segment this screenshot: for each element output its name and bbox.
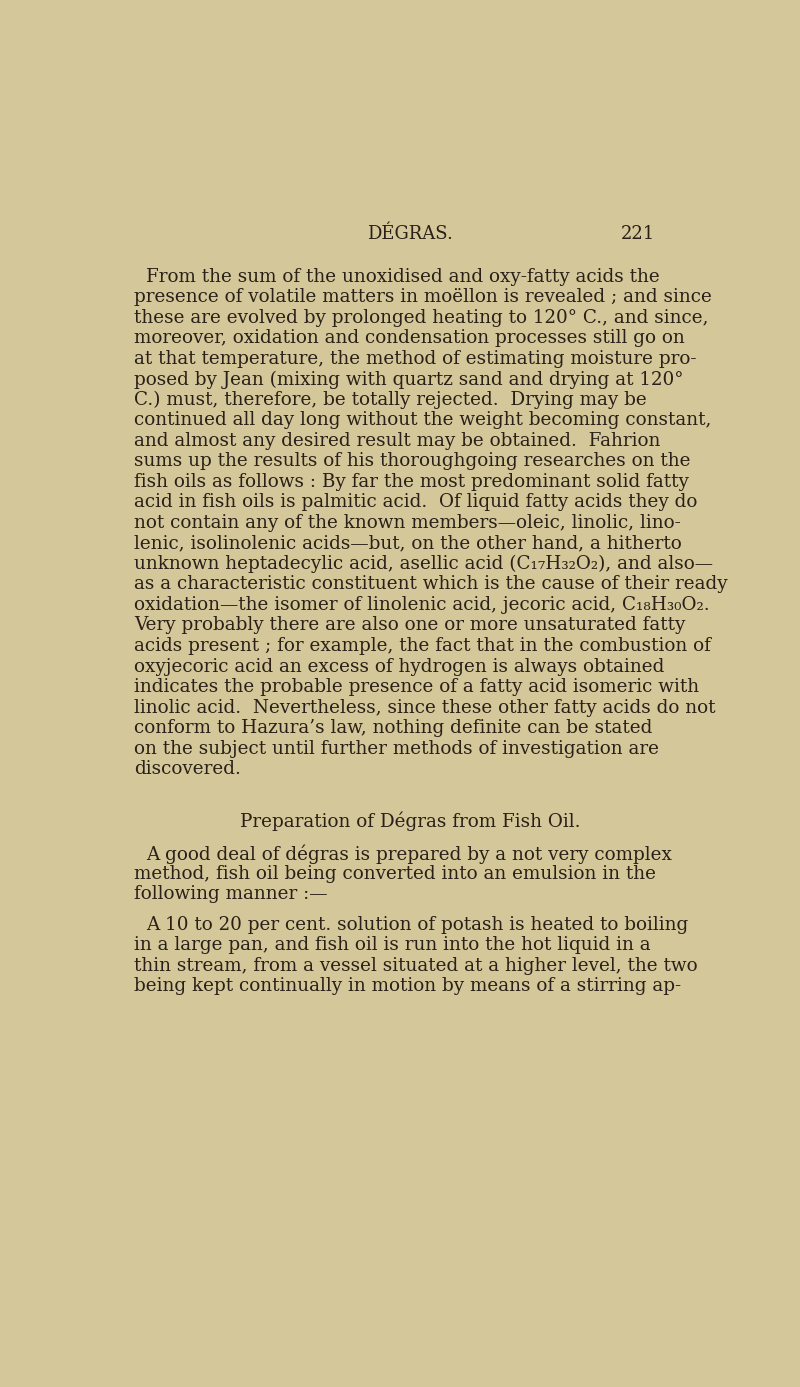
- Text: From the sum of the unoxidised and oxy-fatty acids the: From the sum of the unoxidised and oxy-f…: [146, 268, 660, 286]
- Text: acids present ; for example, the fact that in the combustion of: acids present ; for example, the fact th…: [134, 637, 711, 655]
- Text: lenic, isolinolenic acids—but, on the other hand, a hitherto: lenic, isolinolenic acids—but, on the ot…: [134, 534, 682, 552]
- Text: not contain any of the known members—oleic, linolic, lino-: not contain any of the known members—ole…: [134, 515, 681, 533]
- Text: Preparation of Dégras from Fish Oil.: Preparation of Dégras from Fish Oil.: [240, 811, 580, 831]
- Text: Very probably there are also one or more unsaturated fatty: Very probably there are also one or more…: [134, 616, 686, 634]
- Text: method, fish oil being converted into an emulsion in the: method, fish oil being converted into an…: [134, 864, 656, 882]
- Text: oxidation—the isomer of linolenic acid, jecoric acid, C₁₈H₃₀O₂.: oxidation—the isomer of linolenic acid, …: [134, 596, 710, 614]
- Text: conform to Hazura’s law, nothing definite can be stated: conform to Hazura’s law, nothing definit…: [134, 718, 653, 736]
- Text: discovered.: discovered.: [134, 760, 241, 778]
- Text: indicates the probable presence of a fatty acid isomeric with: indicates the probable presence of a fat…: [134, 678, 699, 696]
- Text: in a large pan, and fish oil is run into the hot liquid in a: in a large pan, and fish oil is run into…: [134, 936, 650, 954]
- Text: sums up the results of his thoroughgoing researches on the: sums up the results of his thoroughgoing…: [134, 452, 690, 470]
- Text: presence of volatile matters in moëllon is revealed ; and since: presence of volatile matters in moëllon …: [134, 288, 712, 307]
- Text: DÉGRAS.: DÉGRAS.: [367, 225, 453, 243]
- Text: these are evolved by prolonged heating to 120° C., and since,: these are evolved by prolonged heating t…: [134, 309, 709, 327]
- Text: fish oils as follows : By far the most predominant solid fatty: fish oils as follows : By far the most p…: [134, 473, 689, 491]
- Text: A good deal of dégras is prepared by a not very complex: A good deal of dégras is prepared by a n…: [146, 845, 672, 864]
- Text: and almost any desired result may be obtained.  Fahrion: and almost any desired result may be obt…: [134, 431, 661, 449]
- Text: at that temperature, the method of estimating moisture pro-: at that temperature, the method of estim…: [134, 350, 697, 368]
- Text: as a characteristic constituent which is the cause of their ready: as a characteristic constituent which is…: [134, 576, 728, 594]
- Text: thin stream, from a vessel situated at a higher level, the two: thin stream, from a vessel situated at a…: [134, 957, 698, 975]
- Text: moreover, oxidation and condensation processes still go on: moreover, oxidation and condensation pro…: [134, 330, 685, 347]
- Text: oxyjecoric acid an excess of hydrogen is always obtained: oxyjecoric acid an excess of hydrogen is…: [134, 657, 665, 675]
- Text: C.) must, therefore, be totally rejected.  Drying may be: C.) must, therefore, be totally rejected…: [134, 391, 647, 409]
- Text: acid in fish oils is palmitic acid.  Of liquid fatty acids they do: acid in fish oils is palmitic acid. Of l…: [134, 494, 698, 512]
- Text: posed by Jean (mixing with quartz sand and drying at 120°: posed by Jean (mixing with quartz sand a…: [134, 370, 683, 388]
- Text: on the subject until further methods of investigation are: on the subject until further methods of …: [134, 739, 659, 757]
- Text: continued all day long without the weight becoming constant,: continued all day long without the weigh…: [134, 412, 711, 430]
- Text: A 10 to 20 per cent. solution of potash is heated to boiling: A 10 to 20 per cent. solution of potash …: [146, 915, 689, 933]
- Text: 221: 221: [621, 225, 655, 243]
- Text: being kept continually in motion by means of a stirring ap-: being kept continually in motion by mean…: [134, 978, 682, 996]
- Text: following manner :—: following manner :—: [134, 885, 328, 903]
- Text: unknown heptadecylic acid, asellic acid (C₁₇H₃₂O₂), and also—: unknown heptadecylic acid, asellic acid …: [134, 555, 713, 573]
- Text: linolic acid.  Nevertheless, since these other fatty acids do not: linolic acid. Nevertheless, since these …: [134, 699, 716, 717]
